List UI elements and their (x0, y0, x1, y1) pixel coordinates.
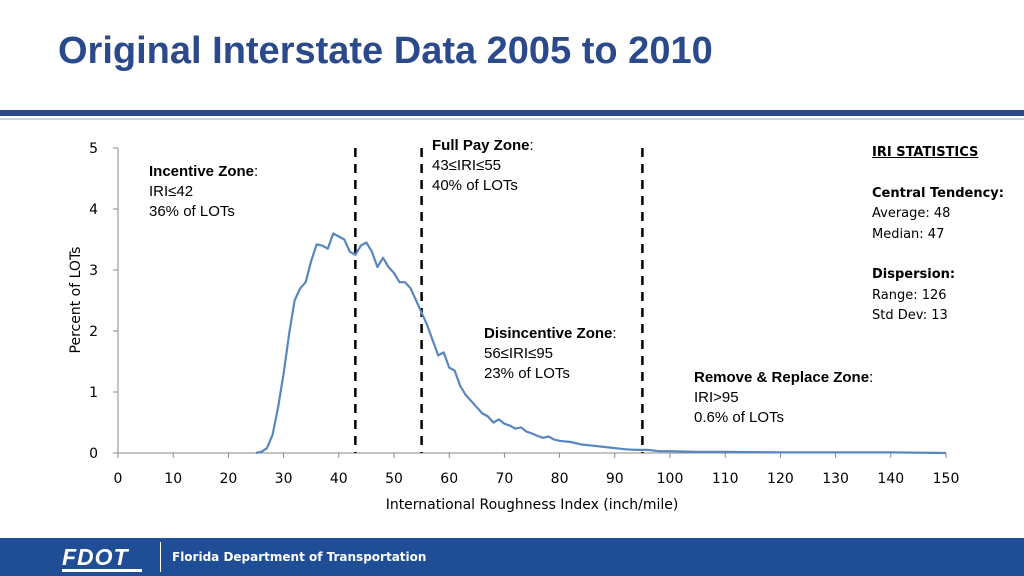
x-axis-label: International Roughness Index (inch/mile… (386, 497, 679, 513)
full-pay-zone-colon: : (529, 137, 534, 154)
full-pay-zone-share: 40% of LOTs (432, 177, 518, 194)
central-tendency-heading: Central Tendency: (872, 185, 1004, 201)
remove-replace-zone-name: Remove & Replace Zone (694, 369, 870, 386)
y-tick-label: 0 (89, 446, 98, 462)
x-tick-label: 70 (495, 471, 513, 487)
incentive-zone-share: 36% of LOTs (149, 203, 235, 220)
stat-median: Median: 47 (872, 226, 945, 242)
x-tick-label: 10 (164, 471, 182, 487)
y-tick-label: 4 (89, 202, 98, 218)
disincentive-zone-range: 56≤IRI≤95 (484, 345, 554, 362)
stat-average: Average: 48 (872, 206, 951, 221)
y-axis-label: Percent of LOTs (68, 247, 84, 354)
footer-bar: FDOT Florida Department of Transportatio… (0, 538, 1024, 576)
x-tick-label: 100 (657, 471, 684, 487)
full-pay-zone-range: 43≤IRI≤55 (432, 157, 502, 174)
x-tick-label: 90 (606, 471, 624, 487)
disincentive-zone-name: Disincentive Zone (484, 325, 613, 342)
disincentive-zone-colon: : (612, 325, 617, 342)
x-tick-label: 150 (933, 471, 960, 487)
distribution-line (255, 232, 947, 455)
x-tick-label: 30 (275, 471, 293, 487)
incentive-zone-name: Incentive Zone (149, 163, 255, 180)
stats-heading: IRI STATISTICS (872, 145, 979, 160)
footer-separator (160, 542, 161, 572)
x-tick-label: 120 (767, 471, 794, 487)
disincentive-zone-label: Disincentive Zone: 56≤IRI≤95 23% of LOTs (484, 324, 617, 384)
incentive-zone-label: Incentive Zone: IRI≤42 36% of LOTs (149, 162, 258, 222)
title-divider-shadow (0, 118, 1024, 120)
title-divider (0, 110, 1024, 116)
x-tick-label: 20 (219, 471, 237, 487)
x-tick-label: 130 (822, 471, 849, 487)
iri-statistics-panel: IRI STATISTICS Central Tendency: Average… (872, 143, 1004, 327)
y-tick-label: 5 (89, 141, 98, 157)
remove-replace-zone-range: IRI>95 (694, 389, 739, 406)
incentive-zone-colon: : (254, 163, 259, 180)
stat-range: Range: 126 (872, 287, 947, 303)
fdot-logo-underline (62, 569, 142, 572)
x-tick-label: 80 (551, 471, 569, 487)
remove-replace-zone-label: Remove & Replace Zone: IRI>95 0.6% of LO… (694, 368, 873, 428)
x-tick-label: 50 (385, 471, 403, 487)
x-tick-label: 140 (877, 471, 904, 487)
x-tick-label: 110 (712, 471, 739, 487)
remove-replace-zone-share: 0.6% of LOTs (694, 409, 785, 426)
y-tick-label: 3 (89, 263, 98, 279)
incentive-zone-range: IRI≤42 (149, 183, 194, 200)
footer-org-name: Florida Department of Transportation (172, 550, 427, 564)
stat-std-dev: Std Dev: 13 (872, 308, 948, 323)
series-group (255, 232, 947, 455)
full-pay-zone-label: Full Pay Zone: 43≤IRI≤55 40% of LOTs (432, 136, 534, 196)
y-tick-label: 1 (89, 385, 98, 401)
slide-title: Original Interstate Data 2005 to 2010 (58, 30, 713, 72)
fdot-logo: FDOT (62, 544, 129, 570)
disincentive-zone-share: 23% of LOTs (484, 365, 570, 382)
y-tick-label: 2 (89, 324, 98, 340)
full-pay-zone-name: Full Pay Zone (432, 137, 530, 154)
zone-boundary-lines (354, 148, 644, 453)
x-tick-label: 60 (440, 471, 458, 487)
remove-replace-zone-colon: : (869, 369, 874, 386)
dispersion-heading: Dispersion: (872, 267, 956, 282)
x-tick-label: 40 (330, 471, 348, 487)
x-tick-label: 0 (114, 471, 123, 487)
